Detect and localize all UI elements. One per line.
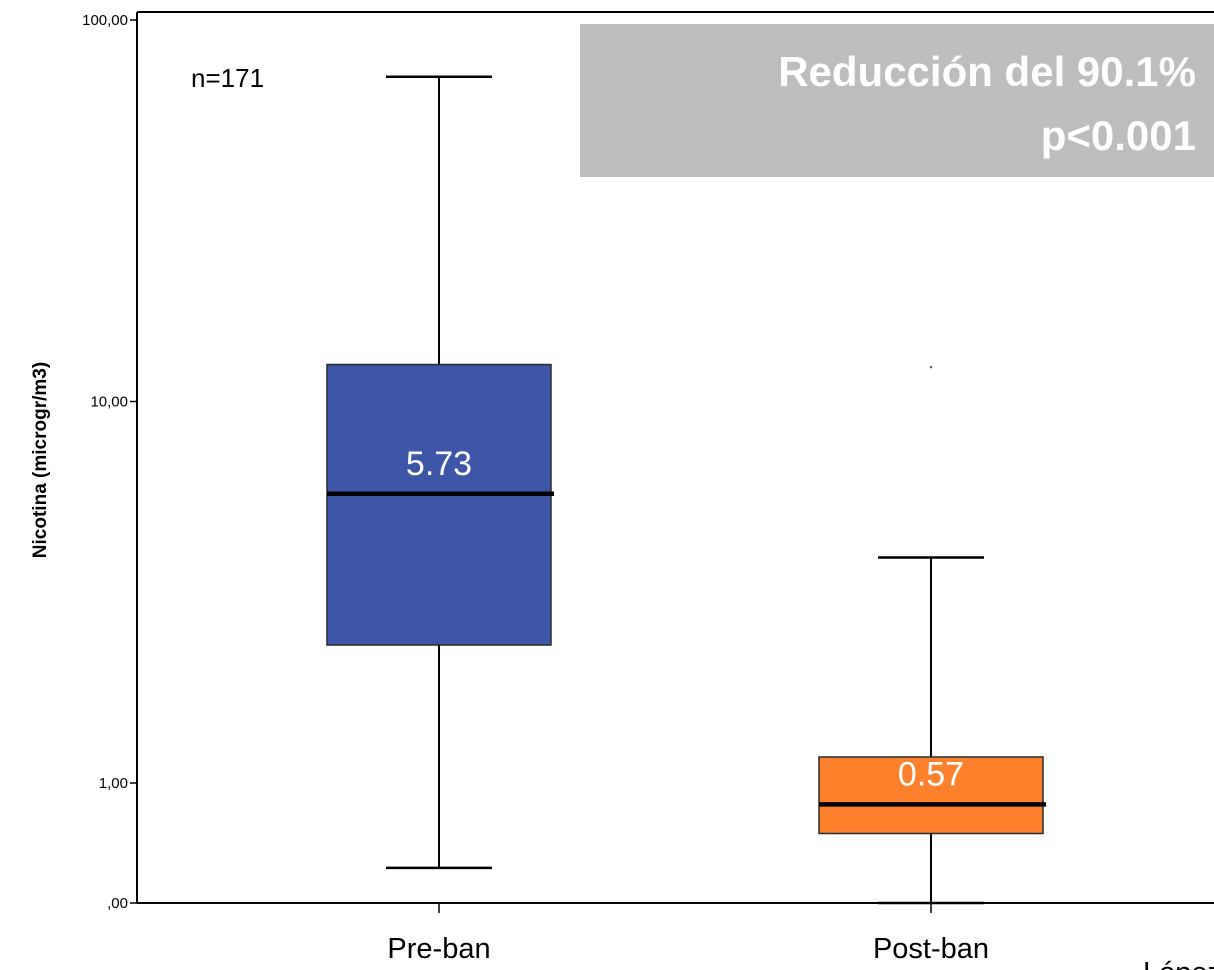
y-axis-label: Nicotina (microgr/m3) [30,362,51,558]
x-axis-ticks: Pre-ban Post-ban [387,903,989,965]
y-tick-label: 10,00 [90,394,128,411]
axes [136,11,1214,904]
iqr-box [326,363,552,646]
annotation-background [580,24,1214,177]
citation-text: López [1143,957,1214,970]
annotation-line-2: p<0.001 [1041,112,1196,159]
iqr-box [818,756,1044,835]
x-category-label: Pre-ban [387,933,490,965]
annotation-box: Reducción del 90.1% p<0.001 [580,24,1214,177]
box-pre-ban: 5.73 [326,75,554,870]
median-value-label: 0.57 [898,755,964,793]
box-plots: 5.73 0.57 [326,75,1046,905]
y-axis-ticks: ,00 1,00 10,00 100,00 [82,12,137,912]
median-value-label: 5.73 [406,445,472,483]
sample-size-label: n=171 [191,63,264,93]
y-tick-label: ,00 [107,895,128,912]
y-tick-label: 1,00 [99,775,128,792]
annotation-line-1: Reducción del 90.1% [778,48,1196,95]
box-post-ban: 0.57 [818,366,1046,905]
outlier-point [929,366,933,369]
y-tick-label: 100,00 [82,12,128,29]
x-category-label: Post-ban [873,933,989,965]
